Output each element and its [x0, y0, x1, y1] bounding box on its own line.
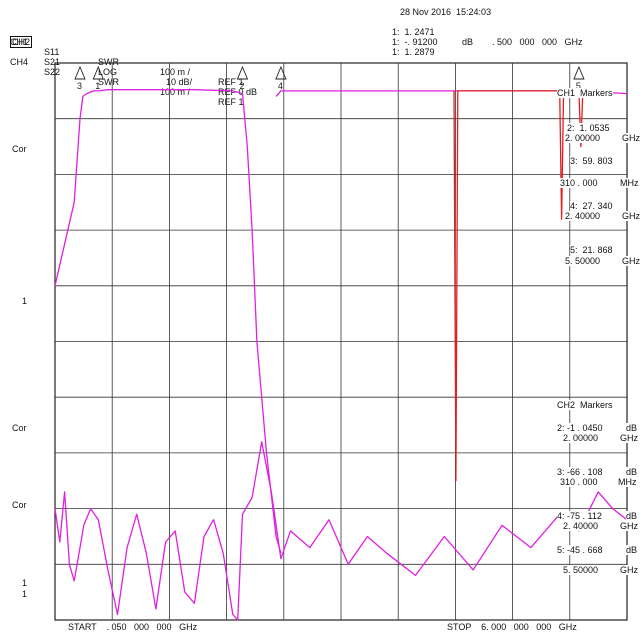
- start-frequency: START . 050 000 000 GHz: [68, 622, 198, 632]
- marker-freq: 310 . 000: [560, 477, 598, 487]
- marker-label: 2: [239, 81, 244, 91]
- marker-unit: MHz: [620, 178, 639, 188]
- marker-freq: 5. 50000: [565, 256, 601, 266]
- marker-unit: GHz: [622, 133, 640, 143]
- marker-freq: 310 . 000: [560, 178, 598, 188]
- marker-label: 1: [95, 81, 100, 91]
- datetime: 28 Nov 2016 15:24:03: [400, 7, 492, 17]
- side-label: Cor: [12, 423, 27, 433]
- active-marker-line1: 1: 1. 2471: [392, 27, 435, 37]
- marker-freq: 2. 40000: [565, 211, 601, 221]
- marker-value-unit: dB: [626, 511, 638, 521]
- marker-freq: 2. 40000: [563, 521, 599, 531]
- active-marker-line3: 1: 1. 2879: [392, 47, 435, 57]
- marker-value: 4: 27. 340: [570, 201, 613, 211]
- active-marker-line2: 1: -. 91200: [392, 37, 438, 47]
- side-label: Cor: [12, 500, 27, 510]
- marker-label: 3: [77, 81, 82, 91]
- marker-triangle: [74, 65, 86, 80]
- marker-freq: 2. 00000: [565, 133, 601, 143]
- active-marker-line2-freq: . 500 000 000 GHz: [492, 37, 583, 47]
- marker-triangle: [92, 65, 104, 80]
- channel-id: CH1: [10, 37, 29, 47]
- marker-unit: GHz: [620, 565, 638, 575]
- trace-series-0: [54, 89, 282, 554]
- channel-id: CH4: [10, 57, 29, 67]
- channel-param: S22: [44, 67, 61, 77]
- marker-value: 3: -66 . 108: [557, 467, 603, 477]
- marker-value-unit: dB: [626, 423, 638, 433]
- marker-unit: GHz: [620, 433, 638, 443]
- marker-unit: GHz: [620, 521, 638, 531]
- channel-format: LOG: [98, 67, 118, 77]
- marker-unit: GHz: [622, 211, 640, 221]
- marker-freq: 5. 50000: [563, 565, 599, 575]
- marker-unit: GHz: [622, 256, 640, 266]
- stop-frequency: STOP 6. 000 000 000 GHz: [447, 622, 577, 632]
- marker-value: 5: -45 . 668: [557, 545, 603, 555]
- marker-label: 4: [278, 81, 283, 91]
- trace-series-1: [54, 441, 628, 621]
- side-label: 1: [22, 296, 28, 306]
- marker-value-unit: dB: [626, 545, 638, 555]
- marker-label: 5: [576, 81, 581, 91]
- marker-value: 2: 1. 0535: [567, 123, 610, 133]
- marker-value: 4: -75 . 112: [557, 511, 602, 521]
- channel-param: S21: [44, 57, 61, 67]
- marker-value: 5: 21. 868: [570, 245, 613, 255]
- channel-format: SWR: [98, 57, 119, 67]
- marker-triangle: [275, 65, 287, 80]
- side-label: 1: [22, 578, 28, 588]
- marker-freq: 2. 00000: [563, 433, 599, 443]
- marker-value: 3: 59. 803: [570, 156, 613, 166]
- side-label: Cor: [12, 144, 27, 154]
- channel-scale: 10 dB/: [166, 77, 193, 87]
- marker-value: 2: -1 . 0450: [557, 423, 603, 433]
- ch1-markers-title: CH1 Markers: [557, 88, 613, 98]
- side-label: 1: [22, 589, 28, 599]
- active-marker-line2-unit: dB: [462, 37, 474, 47]
- channel-param: S11: [44, 47, 60, 57]
- marker-value-unit: dB: [626, 467, 638, 477]
- ch2-markers-title: CH2 Markers: [557, 400, 613, 410]
- marker-unit: MHz: [618, 477, 637, 487]
- channel-id-boxed: CH2: [10, 36, 33, 48]
- marker-triangle: [236, 65, 249, 80]
- marker-triangle: [573, 65, 585, 80]
- channel-scale: 100 m /: [160, 87, 191, 97]
- channel-scale: 100 m /: [160, 67, 191, 77]
- channel-format: SWR: [98, 77, 119, 87]
